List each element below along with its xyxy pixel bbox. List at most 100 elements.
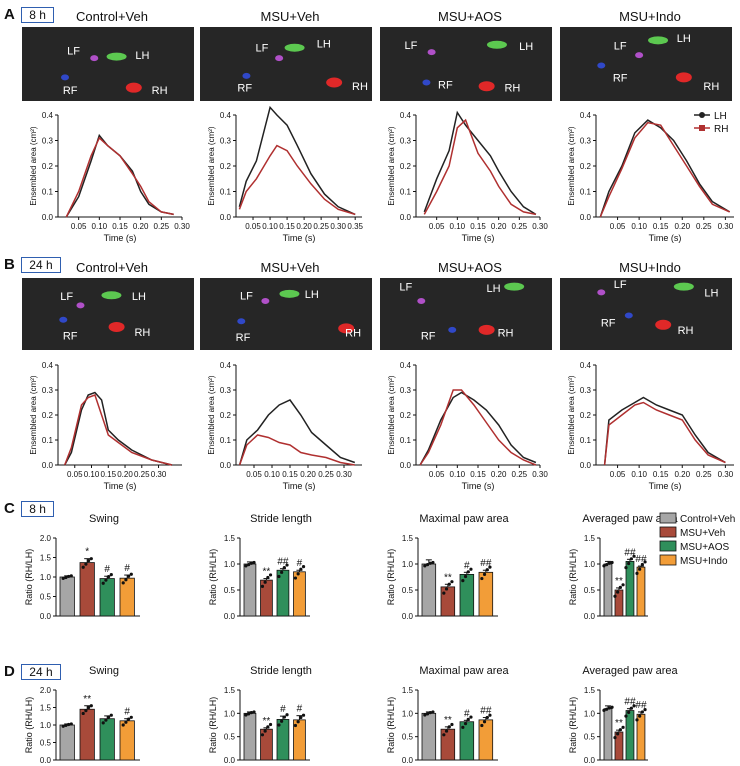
data-point [61,724,65,728]
data-point [263,580,267,584]
data-point [109,573,113,577]
data-point [101,721,105,725]
paw-label-LH: LH [486,283,500,295]
paw-blob-RH [326,77,343,88]
x-axis-label: Time (s) [649,481,682,491]
data-point [431,560,435,565]
data-point [425,712,430,716]
x-tick-label: 0.20 [133,222,149,231]
y-tick-label: 0.0 [42,213,54,222]
data-point [89,557,93,561]
x-tick-label: 0.15 [112,222,128,231]
y-axis-label: Ratio (RH/LH) [386,697,396,754]
legend-label-MSU+AOS: MSU+AOS [680,542,730,553]
data-point [425,563,430,567]
significance-mark: # [297,704,303,715]
y-axis-label: Ratio (RH/LH) [386,549,396,606]
group-title-A-3: MSU+Indo [619,9,681,24]
bar-Control+Veh [603,563,613,617]
significance-mark: ## [624,547,636,558]
paw-label-LH: LH [704,287,718,299]
data-point [260,733,265,737]
data-point [605,563,609,567]
data-point [277,574,281,579]
series-line-RH [599,121,731,218]
y-axis-label: Ensembled area (cm²) [387,375,396,454]
series-line-RH [603,401,726,466]
data-point [616,732,620,736]
series-line-RH [419,389,537,466]
paw-label-RF: RF [613,72,628,84]
y-tick-label: 1.5 [40,704,52,713]
x-tick-label: 0.30 [718,470,734,479]
data-point [616,590,620,594]
data-point [247,712,251,716]
legend-swatch-Control+Veh [659,512,677,524]
data-point [296,720,300,724]
y-tick-label: 1.0 [40,721,52,730]
y-tick-label: 0.2 [400,162,412,171]
y-tick-label: 0.4 [400,361,412,370]
x-tick-label: 0.05 [429,222,445,231]
paw-label-RF: RF [421,331,436,343]
data-point [277,723,281,727]
data-point [252,710,256,714]
significance-mark: ## [635,700,647,711]
panel-A-header: A 8 h [4,6,54,24]
significance-mark: ** [83,694,91,705]
data-point [607,561,611,565]
y-tick-label: 0.2 [580,162,592,171]
significance-mark: # [297,558,303,569]
x-tick-label: 0.25 [512,222,528,231]
y-tick-label: 0.4 [42,111,54,120]
data-point [296,572,300,576]
y-tick-label: 0.3 [580,137,592,146]
data-point [610,560,614,565]
data-point [260,584,265,588]
x-tick-label: 0.15 [470,222,486,231]
data-point [447,582,451,586]
x-tick-label: 0.10 [264,470,280,479]
data-point [104,718,108,722]
group-title-B-2: MSU+AOS [438,260,502,275]
legend-label-MSU+Veh: MSU+Veh [680,528,725,539]
y-tick-label: 1.0 [40,573,52,582]
bar-MSU+AOS [625,561,635,617]
y-tick-label: 1.5 [40,554,52,563]
chart-title: Stride length [250,513,312,525]
panel-C-header: C 8 h [4,500,54,518]
y-tick-label: 1.0 [402,560,414,569]
group-title-A-0: Control+Veh [76,9,148,24]
chart-title: Maximal paw area [419,665,509,677]
data-point [602,708,606,712]
paw-blob-LF [427,49,436,56]
data-point [482,720,487,724]
data-point [299,567,303,571]
y-tick-label: 0.0 [224,612,236,621]
paw-blob-LH [279,289,300,298]
data-point [627,710,631,715]
data-point [469,715,473,719]
data-point [285,713,289,717]
y-tick-label: 1.5 [224,686,236,695]
x-tick-label: 0.10 [450,470,466,479]
y-tick-label: 0.4 [580,111,592,120]
data-point [442,591,446,595]
y-tick-label: 0.0 [224,756,236,765]
panel-letter-A: A [4,6,15,23]
paw-blob-RF [61,74,69,81]
time-box-C: 8 h [21,501,54,517]
data-point [423,713,427,717]
bar-MSU+Veh [614,731,624,761]
y-tick-label: 0.3 [220,137,232,146]
data-point [635,718,639,722]
paw-label-LF: LF [399,282,412,294]
x-axis-label: Time (s) [462,233,495,243]
data-point [466,717,470,722]
significance-mark: ## [480,706,492,717]
significance-mark: ** [444,715,452,726]
data-point [442,733,446,737]
x-tick-label: 0.15 [282,470,298,479]
legend-label-LH: LH [714,111,727,122]
y-tick-label: 0.1 [400,436,412,445]
